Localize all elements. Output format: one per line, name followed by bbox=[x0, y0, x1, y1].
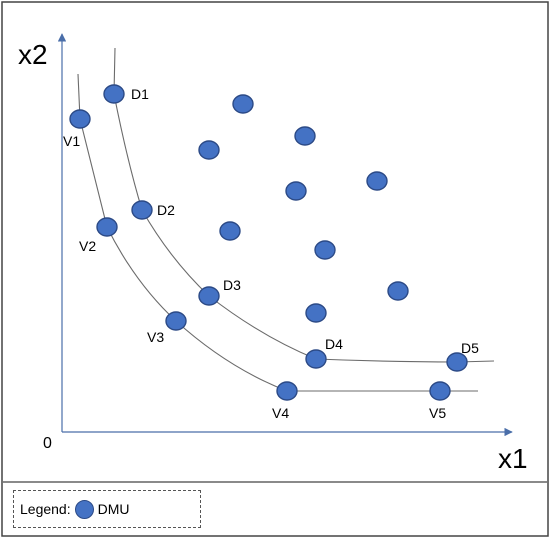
dmu-interior bbox=[232, 94, 254, 114]
legend-title: Legend: bbox=[20, 501, 71, 517]
label-d2: D2 bbox=[157, 202, 175, 218]
interior-dmus bbox=[198, 94, 409, 323]
dmu-interior bbox=[366, 171, 388, 191]
label-v2: V2 bbox=[79, 238, 96, 254]
dmu-interior bbox=[219, 221, 241, 241]
origin-label: 0 bbox=[43, 435, 52, 452]
dmu-interior bbox=[198, 140, 220, 160]
dmu-d2 bbox=[131, 200, 153, 220]
label-v3: V3 bbox=[147, 329, 164, 345]
dmu-interior bbox=[305, 303, 327, 323]
v-frontier-labels: V1 V2 V3 V4 V5 bbox=[63, 133, 446, 421]
label-v1: V1 bbox=[63, 133, 80, 149]
label-d5: D5 bbox=[461, 340, 479, 356]
dmu-interior bbox=[387, 281, 409, 301]
dmu-d1 bbox=[103, 84, 125, 104]
dmu-v1 bbox=[69, 109, 91, 129]
d-frontier-labels: D1 D2 D3 D4 D5 bbox=[131, 86, 479, 356]
d-frontier-points bbox=[103, 84, 468, 372]
dmu-v5 bbox=[429, 381, 451, 401]
dmu-interior bbox=[285, 181, 307, 201]
dmu-v4 bbox=[276, 381, 298, 401]
legend-item-label: DMU bbox=[97, 501, 130, 517]
y-axis-label: x2 bbox=[18, 39, 48, 70]
dmu-d4 bbox=[305, 349, 327, 369]
label-v5: V5 bbox=[429, 405, 446, 421]
dmu-legend-swatch-icon bbox=[74, 499, 94, 519]
dmu-d3 bbox=[198, 286, 220, 306]
label-d1: D1 bbox=[131, 86, 149, 102]
dmu-interior bbox=[294, 126, 316, 146]
label-d3: D3 bbox=[223, 277, 241, 293]
v-frontier-points bbox=[69, 109, 451, 401]
legend: Legend: DMU bbox=[13, 490, 201, 528]
x-axis-label: x1 bbox=[498, 443, 528, 474]
dmu-v3 bbox=[165, 311, 187, 331]
dmu-d5 bbox=[446, 352, 468, 372]
dmu-interior bbox=[314, 240, 336, 260]
label-d4: D4 bbox=[325, 336, 343, 352]
label-v4: V4 bbox=[272, 405, 289, 421]
dmu-v2 bbox=[96, 217, 118, 237]
v-frontier-line bbox=[77, 73, 478, 392]
